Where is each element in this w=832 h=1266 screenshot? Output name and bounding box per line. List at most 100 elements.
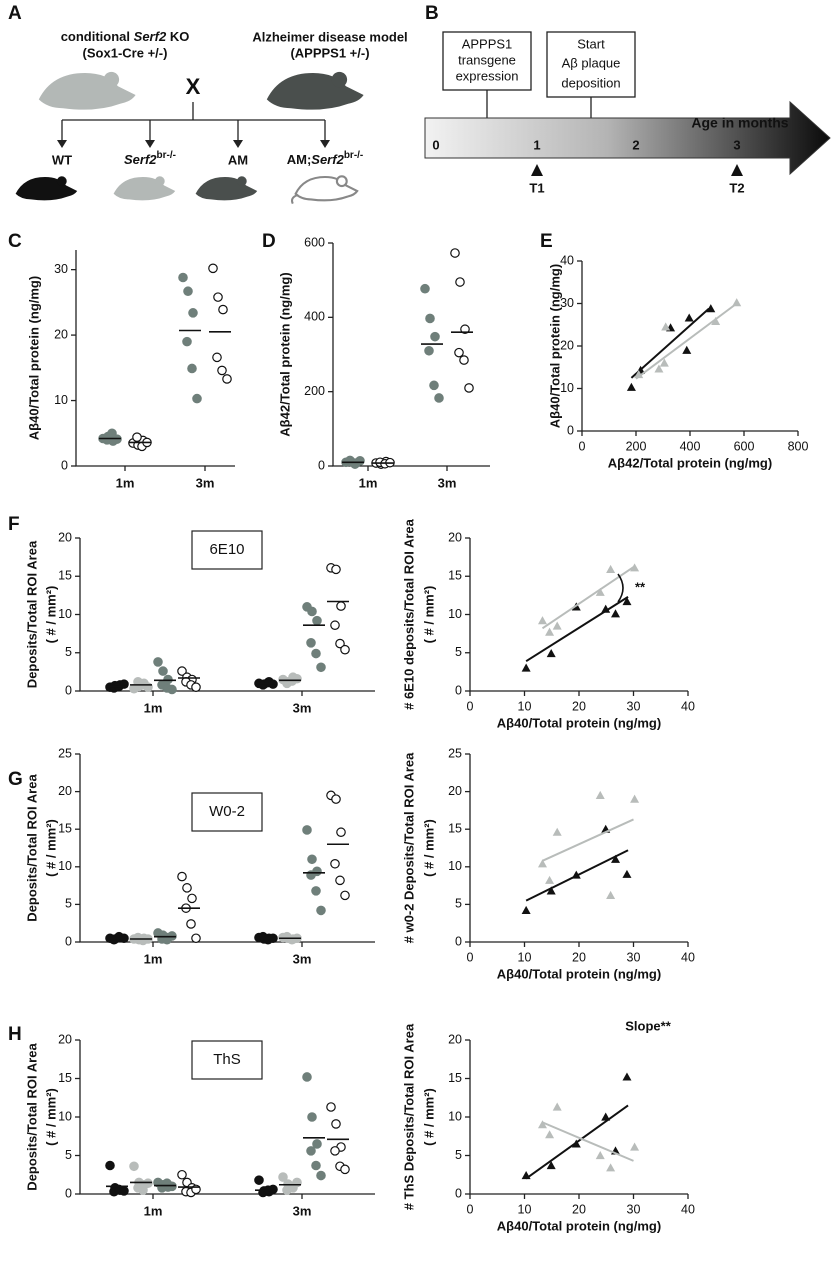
annotation: Slope** [625, 1018, 671, 1033]
data-point [132, 432, 142, 442]
y-axis-label: Deposits/Total ROI Area [24, 1043, 39, 1191]
event-text: Aβ plaque [562, 55, 621, 70]
data-point [601, 604, 611, 613]
x-tick-label: 0 [467, 950, 474, 964]
x-tick-label: 10 [518, 699, 532, 713]
data-point [330, 1146, 340, 1156]
axis-line [75, 250, 235, 467]
data-point [626, 382, 636, 391]
data-point [355, 455, 365, 466]
x-tick-label: 1m [144, 700, 163, 715]
data-point [188, 308, 198, 318]
data-point [177, 666, 187, 676]
event-text: transgene [458, 52, 516, 67]
y-tick-label: 20 [58, 784, 72, 798]
y-axis-label: Deposits/Total ROI Area [24, 540, 39, 688]
data-point [222, 374, 232, 384]
timeline-tick: 3 [733, 137, 740, 152]
data-point [331, 1119, 341, 1129]
x-tick-label: 3m [293, 700, 312, 715]
data-point [711, 316, 721, 325]
data-point [521, 905, 531, 915]
data-point [167, 684, 177, 695]
fit-line [525, 596, 629, 663]
data-point [606, 1163, 616, 1172]
data-point [316, 905, 326, 916]
panel-letter: E [540, 231, 553, 252]
genotype: AM;Serf2br-/- [287, 150, 364, 168]
data-point [177, 871, 187, 882]
y-tick-label: 40 [560, 253, 574, 267]
x-tick-label: 40 [681, 950, 695, 964]
y-tick-label: 400 [304, 310, 325, 324]
y-tick-label: 15 [448, 569, 462, 583]
data-point [183, 286, 193, 297]
timeline-tick: 0 [432, 137, 439, 152]
x-tick-label: 30 [627, 1202, 641, 1216]
data-point [311, 648, 321, 659]
data-point [425, 313, 435, 324]
data-point [654, 364, 664, 373]
data-point [545, 627, 555, 636]
y-axis-label: ( # / mm²) [421, 586, 436, 644]
y-tick-label: 20 [448, 530, 462, 544]
x-tick-label: 0 [467, 1202, 474, 1216]
timeline [424, 100, 831, 176]
data-point [454, 347, 464, 358]
text: Serf2 [124, 152, 157, 167]
data-point [595, 587, 605, 596]
data-point [307, 854, 317, 865]
data-point [302, 1072, 312, 1082]
mouse-icon [261, 71, 364, 115]
data-point [464, 383, 474, 393]
data-point [552, 621, 562, 630]
data-point [595, 1151, 605, 1160]
y-tick-label: 5 [65, 1148, 72, 1162]
x-axis-label: Aβ40/Total protein (ng/mg) [497, 715, 661, 730]
axis-line [469, 538, 688, 692]
text: Serf2 [311, 152, 344, 167]
y-tick-label: 0 [65, 934, 72, 948]
chart: D 0 200 400 600 Aβ42/Total protein (ng/mg) 1m 3… [262, 231, 490, 490]
axis-line [332, 243, 490, 467]
parent-label: (APPPS1 +/-) [290, 45, 369, 60]
data-point [546, 649, 556, 658]
text: KO [170, 29, 190, 44]
chart: C 0 10 20 30 Aβ40/Total protein (ng/mg) 1m 3m [8, 231, 235, 490]
data-point [661, 322, 671, 331]
chart: F 0 5 10 15 20 Deposits/Total ROI Area ( # / mm… [8, 514, 375, 715]
significance-bracket [617, 573, 624, 603]
y-tick-label: 0 [567, 423, 574, 437]
y-axis-label: ( # / mm²) [421, 819, 436, 877]
axis-line [581, 261, 798, 432]
genotype: WT [52, 152, 72, 167]
data-point [306, 1146, 316, 1156]
data-point [158, 666, 168, 676]
data-point [682, 345, 692, 354]
data-point [546, 1161, 556, 1170]
timeline-tick: 2 [632, 137, 639, 152]
parent-label: conditional Serf2 KO [61, 29, 190, 44]
x-tick-label: 10 [518, 1202, 532, 1216]
data-point [292, 673, 302, 684]
data-point [335, 638, 345, 649]
x-tick-label: 10 [518, 950, 532, 964]
panel-b: B APPPS1 transgene expression Start Aβ p… [424, 3, 831, 195]
data-point [335, 875, 345, 886]
y-axis-label: ( # / mm²) [421, 1088, 436, 1146]
data-point [340, 1164, 350, 1175]
data-point [302, 825, 312, 835]
y-tick-label: 20 [58, 1032, 72, 1046]
fit-line [630, 307, 710, 379]
data-point [213, 292, 223, 302]
stain-label: ThS [213, 1051, 241, 1068]
data-point [182, 336, 192, 347]
data-point [212, 352, 222, 363]
data-point [732, 298, 742, 307]
data-point [622, 596, 632, 606]
data-point [331, 794, 341, 804]
y-tick-label: 0 [455, 934, 462, 948]
x-tick-label: 30 [627, 699, 641, 713]
data-point [218, 304, 228, 315]
